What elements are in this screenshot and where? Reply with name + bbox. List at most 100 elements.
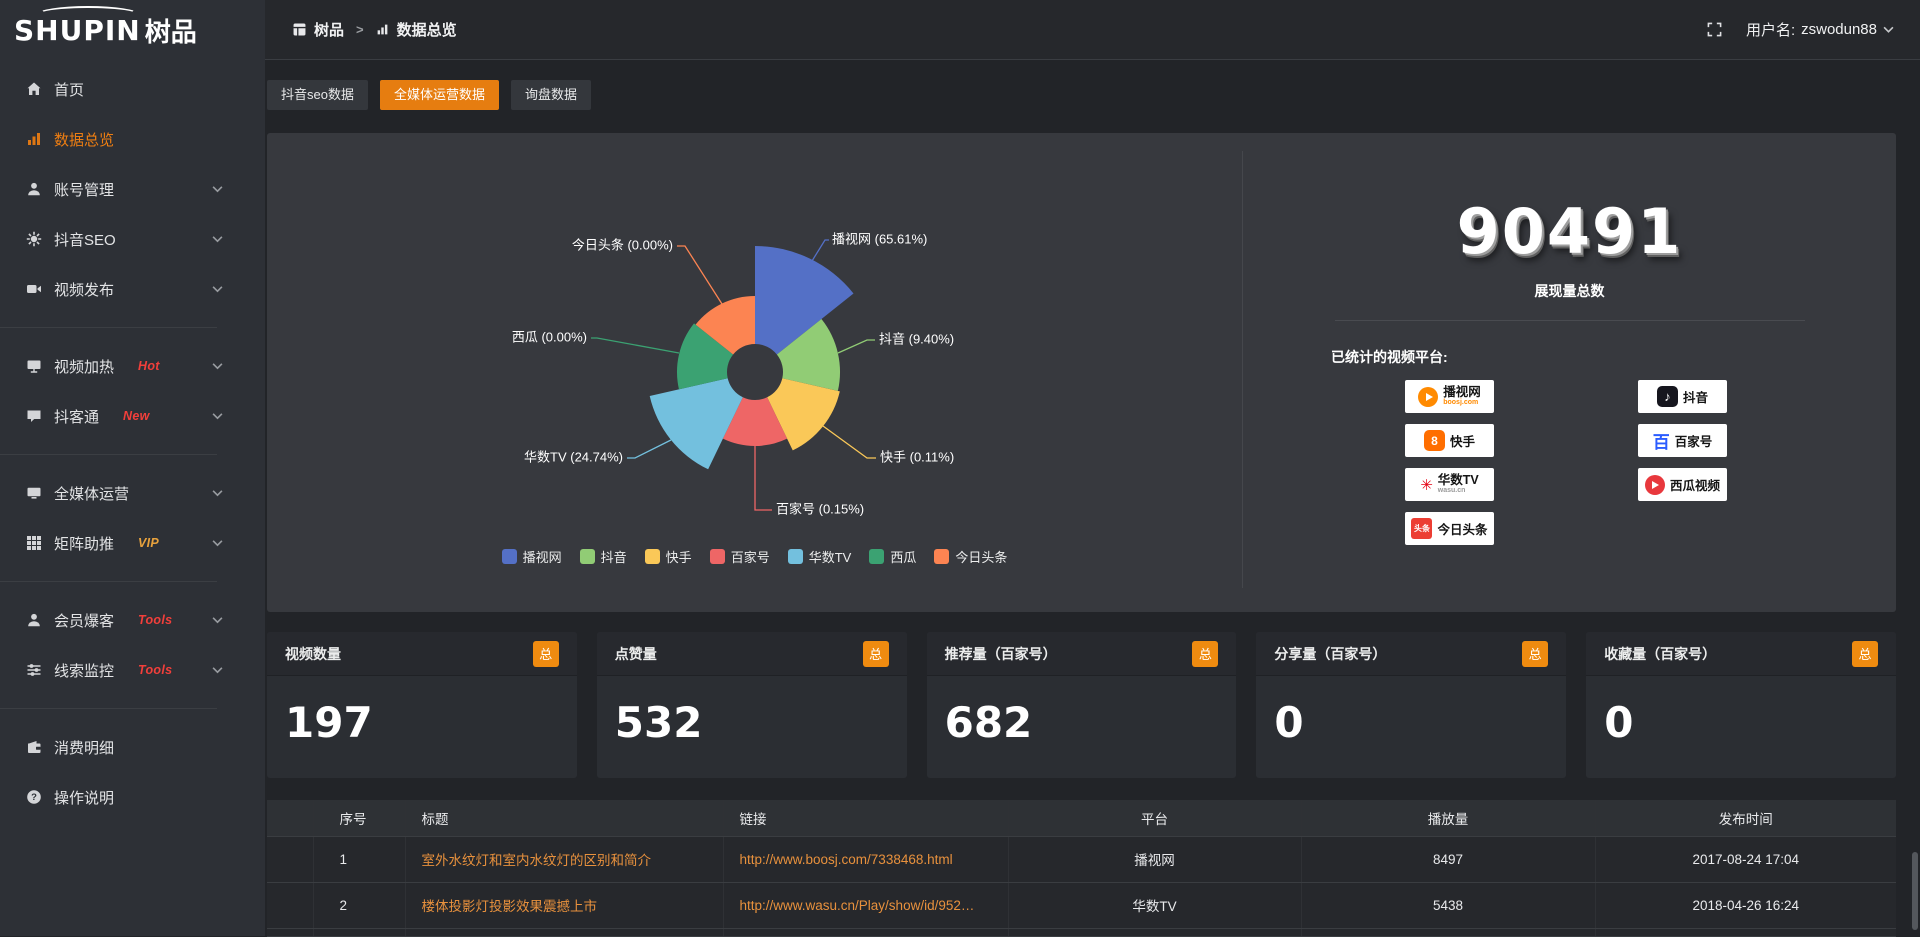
grid-icon xyxy=(25,535,43,551)
top-header: SHUPIN 树品 树品 > 数据总览 用户名: zswodun88 xyxy=(0,0,1920,60)
sidebar-item-label: 会员爆客 xyxy=(54,610,114,631)
table-header-col-plays: 播放量 xyxy=(1301,800,1595,836)
sidebar-item-matrix-boost[interactable]: 矩阵助推 VIP xyxy=(0,518,265,568)
tab-douyin-seo-data[interactable]: 抖音seo数据 xyxy=(267,80,368,110)
chart-legend: 播视网 抖音 快手百家号华数TV 西瓜今日头条 xyxy=(267,547,1242,566)
tab-media-operation-data[interactable]: 全媒体运营数据 xyxy=(380,80,499,110)
legend-item-douyin[interactable]: 抖音 xyxy=(580,547,627,566)
total-badge[interactable]: 总 xyxy=(1852,641,1878,667)
sliders-icon xyxy=(25,662,43,678)
sidebar-item-consume-detail[interactable]: 消费明细 xyxy=(0,722,265,772)
cell-empty xyxy=(313,928,405,936)
svg-text:?: ? xyxy=(31,792,37,803)
total-badge[interactable]: 总 xyxy=(1192,641,1218,667)
title-link[interactable]: 室外水纹灯和室内水纹灯的区别和简介 xyxy=(422,853,652,868)
url-link[interactable]: http://www.wasu.cn/Play/show/id/952… xyxy=(740,898,975,913)
boshiwang-logo-icon xyxy=(1418,387,1438,407)
main-content: 抖音seo数据全媒体运营数据询盘数据 播视网 (65.61%)抖音 (9.40%… xyxy=(265,60,1920,937)
sidebar-item-label: 矩阵助推 xyxy=(54,533,114,554)
legend-chip xyxy=(580,549,595,564)
legend-item-xigua[interactable]: 西瓜 xyxy=(869,547,916,566)
legend-item-toutiao[interactable]: 今日头条 xyxy=(934,547,1007,566)
user-icon xyxy=(25,181,43,197)
chevron-down-icon xyxy=(212,186,223,193)
platforms-label: 已统计的视频平台: xyxy=(1331,347,1896,367)
pie-leader-toutiao xyxy=(677,246,722,304)
stat-card-head: 视频数量 总 xyxy=(267,632,577,676)
legend-chip xyxy=(645,549,660,564)
stat-card-title: 推荐量（百家号） xyxy=(945,644,1057,664)
breadcrumb: 树品 > 数据总览 xyxy=(293,19,457,40)
sidebar-item-video-publish[interactable]: 视频发布 xyxy=(0,264,265,314)
xigua-logo-icon xyxy=(1645,475,1665,495)
cell-plays: 5438 xyxy=(1301,882,1595,928)
legend-item-boshiwang[interactable]: 播视网 xyxy=(502,547,562,566)
chevron-down-icon xyxy=(212,363,223,370)
sidebar-item-badge: VIP xyxy=(138,536,159,550)
cell-platform: 华数TV xyxy=(1008,882,1301,928)
stat-card-title: 视频数量 xyxy=(285,644,341,664)
pie-label-kuaishou: 快手 (0.11%) xyxy=(880,449,954,464)
table-header-col-no: 序号 xyxy=(313,800,405,836)
stat-card-head: 推荐量（百家号） 总 xyxy=(927,632,1237,676)
legend-label: 抖音 xyxy=(601,547,627,566)
user-menu[interactable]: 用户名: zswodun88 xyxy=(1746,19,1894,40)
sidebar-item-label: 线索监控 xyxy=(54,660,114,681)
total-impressions-label: 展现量总数 xyxy=(1243,281,1896,301)
pie-leader-boshiwang xyxy=(812,240,829,261)
pie-label-boshiwang: 播视网 (65.61%) xyxy=(832,231,927,246)
logo-arc xyxy=(38,6,138,22)
legend-label: 快手 xyxy=(666,547,692,566)
data-tabs: 抖音seo数据全媒体运营数据询盘数据 xyxy=(267,80,1896,110)
total-badge[interactable]: 总 xyxy=(863,641,889,667)
legend-item-baijiahao[interactable]: 百家号 xyxy=(710,547,770,566)
total-badge[interactable]: 总 xyxy=(1522,641,1548,667)
fullscreen-icon[interactable] xyxy=(1707,22,1722,37)
sidebar-item-account-manage[interactable]: 账号管理 xyxy=(0,164,265,214)
sidebar-item-media-operation[interactable]: 全媒体运营 xyxy=(0,468,265,518)
breadcrumb-root[interactable]: 树品 xyxy=(314,19,344,40)
chat-icon xyxy=(25,408,43,424)
legend-item-kuaishou[interactable]: 快手 xyxy=(645,547,692,566)
url-link[interactable]: http://www.boosj.com/7338468.html xyxy=(740,852,953,867)
total-badge[interactable]: 总 xyxy=(533,641,559,667)
sidebar-item-label: 视频发布 xyxy=(54,279,114,300)
chevron-down-icon xyxy=(212,490,223,497)
chevron-down-icon xyxy=(212,667,223,674)
sidebar-item-douyin-seo[interactable]: 抖音SEO xyxy=(0,214,265,264)
pie-slice-washutv[interactable] xyxy=(650,378,743,469)
baijiahao-logo-icon: 百 xyxy=(1653,428,1670,453)
platform-badge-xigua: 西瓜视频 xyxy=(1638,468,1727,501)
cell-platform: 播视网 xyxy=(1008,836,1301,882)
stat-card-head: 点赞量总 xyxy=(597,632,907,676)
table-header-checkbox-cell xyxy=(267,800,313,836)
title-link[interactable]: 楼体投影灯投影效果震撼上市 xyxy=(422,899,598,914)
row-checkbox-cell xyxy=(267,882,313,928)
chart-icon xyxy=(25,131,43,147)
sidebar-item-data-overview[interactable]: 数据总览 xyxy=(0,114,265,164)
chevron-down-icon xyxy=(212,236,223,243)
sidebar-item-operation-guide[interactable]: ?操作说明 xyxy=(0,772,265,822)
sidebar-item-label: 首页 xyxy=(54,79,84,100)
cell-time: 2017-08-24 17:04 xyxy=(1595,836,1896,882)
cell-title: 楼体投影灯投影效果震撼上市 xyxy=(405,882,723,928)
person-icon xyxy=(25,612,43,628)
tab-inquiry-data[interactable]: 询盘数据 xyxy=(511,80,591,110)
breadcrumb-current-icon xyxy=(376,23,389,36)
summary-divider xyxy=(1335,320,1805,321)
sidebar-divider xyxy=(0,708,217,709)
sidebar-item-label: 抖客通 xyxy=(54,406,99,427)
scrollbar-thumb[interactable] xyxy=(1912,852,1918,930)
legend-item-washutv[interactable]: 华数TV xyxy=(788,547,852,566)
monitor-icon xyxy=(25,485,43,501)
sidebar-item-home[interactable]: 首页 xyxy=(0,64,265,114)
